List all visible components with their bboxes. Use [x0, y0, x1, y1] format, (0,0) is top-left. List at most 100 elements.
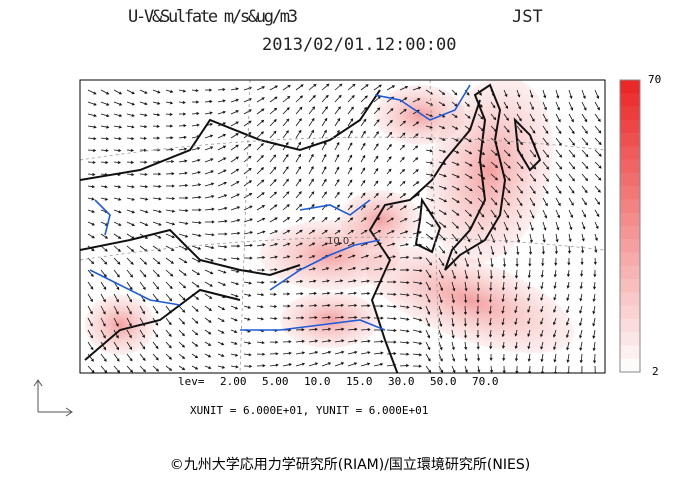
- map-frame: [79, 79, 606, 374]
- wind-arrow: [501, 305, 505, 314]
- wind-arrow: [334, 315, 345, 319]
- wind-arrow: [295, 178, 302, 187]
- wind-arrow: [386, 352, 397, 356]
- wind-arrow: [581, 125, 588, 134]
- wind-arrow: [386, 180, 392, 187]
- wind-arrow: [529, 173, 537, 182]
- wind-arrow: [126, 293, 132, 303]
- wind-arrow: [165, 365, 173, 371]
- wind-arrow: [178, 135, 187, 139]
- wind-arrow: [243, 180, 252, 187]
- wind-arrow: [464, 113, 471, 119]
- wind-arrow: [87, 365, 95, 373]
- wind-arrow: [438, 305, 443, 316]
- wind-arrow: [295, 106, 303, 115]
- units: XUNIT = 6.000E+01, YUNIT = 6.000E+01: [190, 404, 428, 417]
- wind-arrow: [100, 269, 107, 278]
- wind-arrow: [412, 133, 419, 139]
- wind-arrow: [308, 94, 316, 103]
- wind-arrow: [399, 255, 410, 259]
- wind-arrow: [438, 233, 446, 241]
- wind-arrow: [178, 233, 189, 238]
- wind-arrow: [347, 217, 354, 223]
- wind-arrow: [425, 173, 434, 177]
- wind-arrow: [490, 245, 495, 256]
- wind-arrow: [516, 173, 524, 182]
- wind-arrow: [87, 221, 96, 226]
- wind-arrow: [477, 245, 482, 256]
- wind-arrow: [542, 149, 550, 158]
- wind-arrow: [230, 168, 240, 175]
- wind-arrow: [152, 124, 160, 128]
- wind-arrow: [243, 317, 251, 321]
- wind-arrow: [165, 329, 172, 337]
- wind-arrow: [464, 137, 472, 143]
- wind-vectors: [87, 83, 602, 373]
- wind-arrow: [347, 254, 356, 259]
- wind-arrow: [321, 153, 327, 163]
- wind-arrow: [321, 229, 328, 235]
- wind-arrow: [373, 340, 384, 344]
- wind-arrow: [256, 167, 265, 175]
- wind-arrow: [464, 257, 469, 268]
- wind-arrow: [399, 85, 409, 91]
- colorbar-swatch: [620, 265, 640, 280]
- wind-arrow: [373, 143, 379, 151]
- wind-arrow: [139, 101, 148, 106]
- wind-arrow: [113, 89, 123, 95]
- wind-arrow: [541, 257, 545, 267]
- wind-arrow: [230, 218, 241, 223]
- wind-arrow: [373, 192, 379, 199]
- wind-arrow: [204, 293, 213, 299]
- wind-arrow: [269, 242, 279, 247]
- wind-arrow: [581, 101, 587, 111]
- wind-arrow: [100, 317, 106, 327]
- wind-arrow: [464, 197, 473, 204]
- wind-arrow: [100, 137, 110, 141]
- wind-arrow: [451, 329, 455, 339]
- wind-arrow: [360, 351, 371, 355]
- wind-arrow: [217, 169, 227, 175]
- wind-arrow: [295, 84, 304, 91]
- wind-arrow: [100, 341, 107, 351]
- colorbar-swatch: [620, 172, 640, 187]
- wind-arrow: [488, 317, 492, 327]
- wind-arrow: [230, 98, 239, 103]
- wind-arrow: [451, 365, 456, 373]
- wind-arrow: [126, 341, 133, 351]
- wind-arrow: [230, 269, 240, 273]
- wind-arrow: [100, 245, 108, 252]
- wind-arrow: [347, 242, 355, 247]
- wind-arrow: [152, 329, 159, 338]
- wind-arrow: [542, 113, 548, 123]
- wind-arrow: [438, 173, 447, 178]
- wind-arrow: [553, 293, 557, 301]
- wind-arrow: [438, 101, 446, 107]
- wind-arrow: [568, 233, 572, 243]
- wind-arrow: [100, 125, 110, 129]
- wind-arrow: [360, 254, 370, 259]
- wind-arrow: [295, 216, 303, 223]
- wind-arrow: [529, 161, 537, 170]
- wind-arrow: [386, 192, 393, 199]
- wind-arrow: [503, 125, 510, 133]
- wind-arrow: [594, 137, 602, 146]
- wind-arrow: [126, 221, 135, 226]
- level-value: 15.0: [346, 375, 373, 388]
- wind-arrow: [269, 204, 278, 211]
- wind-arrow: [256, 192, 265, 199]
- wind-arrow: [334, 191, 340, 199]
- colorbar-swatch: [620, 186, 640, 200]
- wind-arrow: [464, 365, 468, 373]
- wind-arrow: [412, 145, 419, 151]
- level-value: 30.0: [388, 375, 415, 388]
- wind-arrow: [540, 281, 544, 290]
- wind-arrow: [334, 242, 342, 247]
- wind-arrow: [165, 112, 173, 116]
- wind-arrow: [566, 281, 570, 289]
- wind-arrow: [347, 229, 355, 235]
- wind-arrow: [464, 353, 468, 362]
- wind-arrow: [217, 145, 227, 151]
- title: U-V&Sulfate m/s&ug/m3: [128, 7, 298, 27]
- wind-arrow: [360, 304, 371, 308]
